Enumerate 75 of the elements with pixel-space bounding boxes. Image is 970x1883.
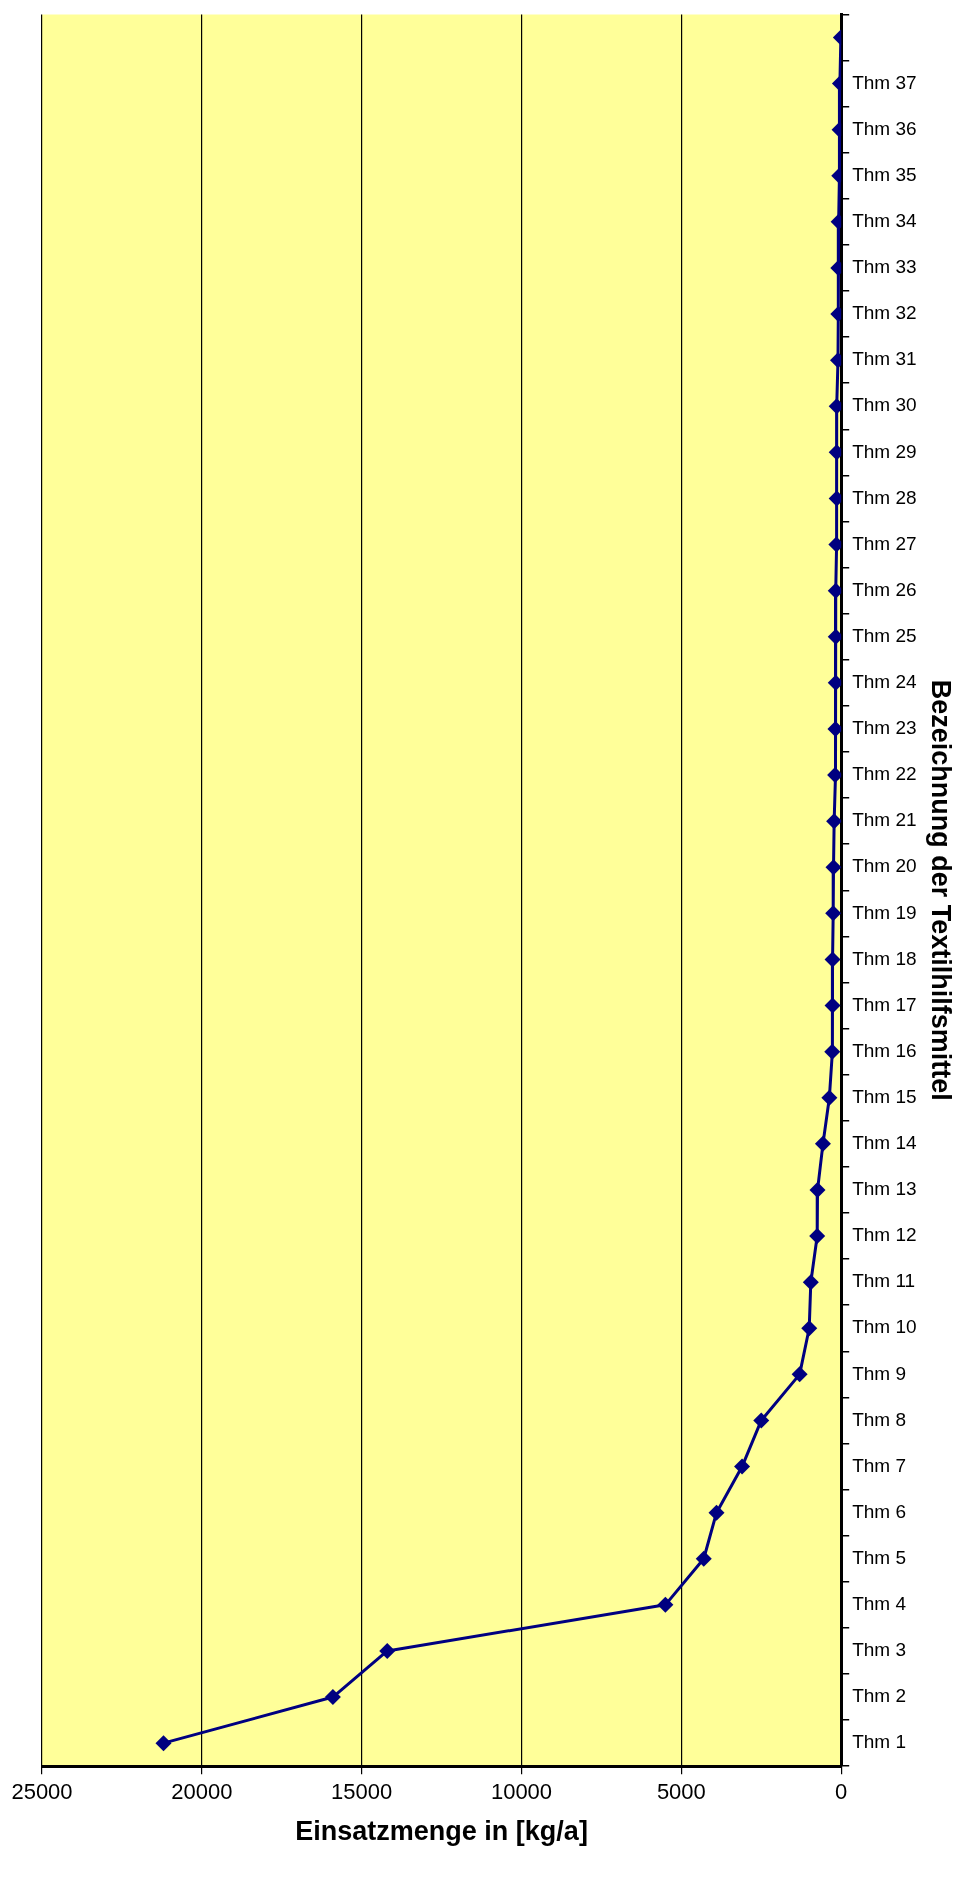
point [824,1043,841,1060]
y-tick-label: Thm 30 [852,394,917,416]
x-tick-label: 10000 [490,1779,553,1805]
point [734,1458,751,1475]
x-tick-label: 20000 [171,1779,233,1805]
point [821,1089,838,1106]
y-tick-label: Thm 35 [852,163,917,185]
y-tick-label: Thm 22 [852,763,917,785]
point [801,1320,818,1337]
y-tick-label: Thm 31 [852,348,917,370]
y-tick-label: Thm 34 [852,210,918,232]
point [828,444,842,461]
point [826,813,842,830]
y-tick-label: Thm 2 [852,1685,907,1707]
y-tick-label: Thm 25 [852,624,917,646]
point [809,1181,826,1198]
point [708,1504,725,1521]
y-tick-label: Thm 23 [852,717,917,739]
y-tick-label: Thm 17 [852,993,917,1015]
y-tick-label: Thm 20 [852,855,917,877]
point [827,674,842,691]
point [814,1135,831,1152]
y-tick-label: Thm 9 [852,1362,907,1384]
point [827,767,842,784]
y-tick-label: Thm 15 [852,1085,917,1107]
y-tick-label: Thm 16 [852,1039,917,1061]
y-axis-title: Bezeichnung der Textilhilfsmittel [926,679,957,1101]
y-tick-label: Thm 37 [852,71,917,93]
y-tick-label: Thm 4 [852,1593,907,1615]
y-tick-label: Thm 32 [852,302,917,324]
y-tick-label: Thm 24 [852,671,918,693]
y-tick-label: Thm 14 [852,1132,918,1154]
y-tick-label: Thm 1 [852,1731,907,1753]
point [827,582,842,599]
y-tick-label: Thm 21 [852,809,917,831]
point [827,720,842,737]
x-tick-label: 5000 [656,1779,706,1805]
point [828,536,842,553]
y-tick-label: Thm 6 [852,1500,907,1522]
y-tick-label: Thm 3 [852,1639,907,1661]
point [824,951,841,968]
y-tick-label: Thm 10 [852,1316,917,1338]
y-tick-label: Thm 18 [852,947,917,969]
point [324,1689,341,1706]
point [657,1596,674,1613]
point [379,1642,396,1659]
y-tick-label: Thm 29 [852,440,917,462]
point [791,1366,808,1383]
point [825,905,842,922]
y-tick-label: Thm 11 [852,1270,916,1292]
y-tick-label: Thm 36 [852,117,917,139]
point [825,859,842,876]
y-tick-label: Thm 27 [852,532,917,554]
x-tick-label: 15000 [331,1779,393,1805]
x-tick-label: 0 [835,1779,848,1805]
x-axis-title: Einsatzmenge in [kg/a] [295,1816,588,1847]
y-tick-label: Thm 26 [852,578,917,600]
point [753,1412,770,1429]
point [802,1274,819,1291]
y-tick-label: Thm 28 [852,486,917,508]
y-tick-label: Thm 33 [852,256,917,278]
point [828,490,842,507]
y-tick-label: Thm 13 [852,1178,917,1200]
point [695,1550,712,1567]
y-tick-label: Thm 8 [852,1408,907,1430]
x-tick-label: 25000 [11,1779,73,1805]
point [828,398,842,415]
y-tick-label: Thm 7 [852,1454,907,1476]
y-tick-label: Thm 12 [852,1224,917,1246]
point [809,1228,826,1245]
y-tick-label: Thm 19 [852,901,917,923]
point [824,997,841,1014]
y-tick-label: Thm 5 [852,1546,907,1568]
point [155,1735,172,1752]
point [827,628,842,645]
